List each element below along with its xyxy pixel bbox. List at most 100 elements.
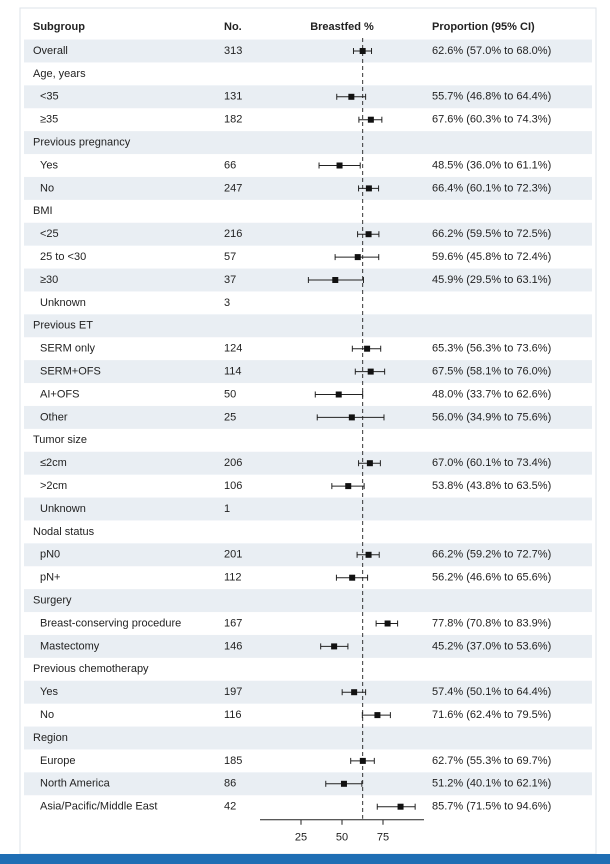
row-shade bbox=[24, 451, 592, 475]
proportion-label: 67.6% (60.3% to 74.3%) bbox=[432, 114, 551, 126]
row-n: 25 bbox=[224, 411, 236, 423]
footer-bar bbox=[0, 854, 610, 864]
row-label: ≤2cm bbox=[40, 457, 67, 469]
row-label: AI+OFS bbox=[40, 388, 79, 400]
proportion-label: 57.4% (50.1% to 64.4%) bbox=[432, 686, 551, 698]
group-label: Region bbox=[33, 732, 68, 744]
estimate-marker bbox=[336, 162, 343, 169]
proportion-label: 66.2% (59.2% to 72.7%) bbox=[432, 549, 551, 561]
estimate-marker bbox=[365, 231, 372, 238]
row-n: 106 bbox=[224, 480, 242, 492]
proportion-label: 65.3% (56.3% to 73.6%) bbox=[432, 343, 551, 355]
row-n: 216 bbox=[224, 228, 242, 240]
estimate-marker bbox=[365, 185, 372, 192]
row-shade bbox=[24, 222, 592, 246]
row-shade bbox=[24, 497, 592, 521]
row-label: Asia/Pacific/Middle East bbox=[40, 801, 157, 813]
row-shade bbox=[24, 543, 592, 567]
row-label: pN0 bbox=[40, 549, 60, 561]
proportion-label: 51.2% (40.1% to 62.1%) bbox=[432, 778, 551, 790]
row-label: <35 bbox=[40, 91, 59, 103]
group-label: Previous chemotherapy bbox=[33, 663, 149, 675]
row-n: 112 bbox=[224, 572, 242, 584]
group-label: Nodal status bbox=[33, 526, 95, 538]
row-shade bbox=[24, 405, 592, 429]
row-n: 66 bbox=[224, 159, 236, 171]
column-header: No. bbox=[224, 21, 242, 33]
proportion-label: 56.0% (34.9% to 75.6%) bbox=[432, 411, 551, 423]
row-shade bbox=[24, 634, 592, 658]
estimate-marker bbox=[359, 757, 366, 764]
row-n: 124 bbox=[224, 343, 242, 355]
row-n: 313 bbox=[224, 45, 242, 57]
estimate-marker bbox=[332, 277, 339, 283]
row-n: 50 bbox=[224, 388, 236, 400]
estimate-marker bbox=[374, 712, 381, 719]
estimate-marker bbox=[384, 620, 391, 627]
x-tick-label: 75 bbox=[377, 832, 389, 844]
row-label: Unknown bbox=[40, 297, 86, 309]
row-n: 42 bbox=[224, 801, 236, 813]
row-label: Yes bbox=[40, 159, 58, 171]
row-n: 247 bbox=[224, 182, 242, 194]
row-label: Mastectomy bbox=[40, 640, 100, 652]
row-shade bbox=[24, 85, 592, 109]
row-shade bbox=[24, 680, 592, 704]
row-n: 206 bbox=[224, 457, 242, 469]
row-label: Unknown bbox=[40, 503, 86, 515]
row-label: Europe bbox=[40, 755, 75, 767]
estimate-marker bbox=[340, 780, 347, 787]
group-label: BMI bbox=[33, 205, 53, 217]
row-label: 25 to <30 bbox=[40, 251, 86, 263]
proportion-label: 48.5% (36.0% to 61.1%) bbox=[432, 159, 551, 171]
row-label: Other bbox=[40, 411, 68, 423]
estimate-marker bbox=[367, 368, 374, 375]
row-n: 197 bbox=[224, 686, 242, 698]
proportion-label: 56.2% (46.6% to 65.6%) bbox=[432, 572, 551, 584]
group-label: Age, years bbox=[33, 68, 86, 80]
proportion-label: 62.7% (55.3% to 69.7%) bbox=[432, 755, 551, 767]
estimate-marker bbox=[351, 689, 358, 696]
row-shade bbox=[24, 772, 592, 796]
estimate-marker bbox=[364, 345, 371, 352]
row-n: 146 bbox=[224, 640, 242, 652]
proportion-label: 62.6% (57.0% to 68.0%) bbox=[432, 45, 551, 57]
row-n: 57 bbox=[224, 251, 236, 263]
row-n: 1 bbox=[224, 503, 230, 515]
row-shade bbox=[24, 39, 592, 63]
estimate-marker bbox=[359, 48, 366, 54]
proportion-label: 66.2% (59.5% to 72.5%) bbox=[432, 228, 551, 240]
estimate-marker bbox=[331, 643, 338, 650]
x-tick-label: 50 bbox=[336, 832, 348, 844]
group-label: Previous ET bbox=[33, 320, 93, 332]
proportion-label: 45.2% (37.0% to 53.6%) bbox=[432, 640, 551, 652]
proportion-label: 53.8% (43.8% to 63.5%) bbox=[432, 480, 551, 492]
proportion-label: 48.0% (33.7% to 62.6%) bbox=[432, 388, 551, 400]
group-label: Tumor size bbox=[33, 434, 87, 446]
proportion-label: 71.6% (62.4% to 79.5%) bbox=[432, 709, 551, 721]
row-n: 3 bbox=[224, 297, 230, 309]
row-n: 116 bbox=[224, 709, 242, 721]
group-label: Previous pregnancy bbox=[33, 137, 131, 149]
row-label: ≥30 bbox=[40, 274, 58, 286]
row-label: <25 bbox=[40, 228, 59, 240]
row-label: >2cm bbox=[40, 480, 67, 492]
proportion-label: 59.6% (45.8% to 72.4%) bbox=[432, 251, 551, 263]
row-label: Breast-conserving procedure bbox=[40, 617, 181, 629]
row-n: 86 bbox=[224, 778, 236, 790]
row-shade bbox=[24, 360, 592, 384]
row-shade bbox=[24, 589, 592, 613]
proportion-label: 67.5% (58.1% to 76.0%) bbox=[432, 366, 551, 378]
row-label: SERM only bbox=[40, 343, 96, 355]
group-label: Surgery bbox=[33, 595, 72, 607]
row-label: No bbox=[40, 182, 54, 194]
column-header: Proportion (95% CI) bbox=[432, 21, 535, 33]
proportion-label: 85.7% (71.5% to 94.6%) bbox=[432, 801, 551, 813]
row-shade bbox=[24, 176, 592, 200]
proportion-label: 55.7% (46.8% to 64.4%) bbox=[432, 91, 551, 103]
rows: Overall 313 62.6% (57.0% to 68.0%) Age, yea… bbox=[33, 45, 551, 813]
row-label: Yes bbox=[40, 686, 58, 698]
row-label: No bbox=[40, 709, 54, 721]
row-n: 167 bbox=[224, 617, 242, 629]
